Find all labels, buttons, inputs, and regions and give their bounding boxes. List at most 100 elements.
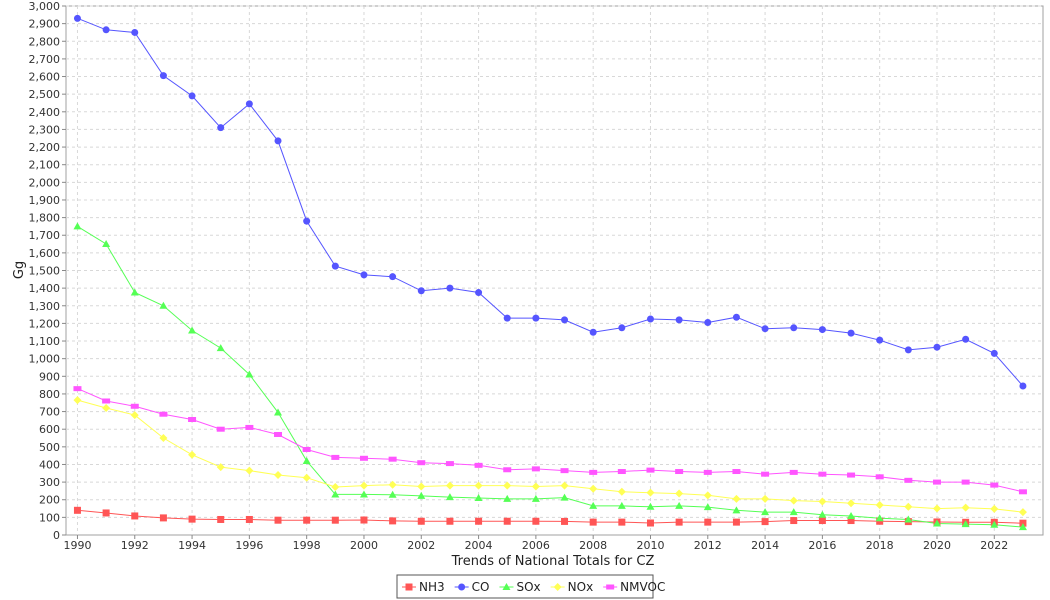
series-line-nmvoc xyxy=(77,388,1024,493)
data-point-sox xyxy=(73,222,82,230)
data-point-nox xyxy=(761,494,770,503)
legend-marker-nh3 xyxy=(405,583,413,591)
data-point-sox xyxy=(990,520,999,528)
data-point-nh3 xyxy=(217,515,225,523)
data-point-nh3 xyxy=(245,515,253,523)
data-point-co xyxy=(1019,382,1027,390)
y-tick-label: 1,800 xyxy=(29,212,61,225)
data-point-nh3 xyxy=(589,518,597,526)
data-point-nh3 xyxy=(618,518,626,526)
data-point-sox xyxy=(474,493,483,501)
data-point-co xyxy=(417,287,425,295)
data-point-sox xyxy=(445,493,454,501)
data-point-co xyxy=(188,92,196,100)
x-axis-title: Trends of National Totals for CZ xyxy=(451,554,655,569)
data-point-nmvoc xyxy=(302,446,311,452)
data-point-nmvoc xyxy=(560,468,569,474)
data-point-nmvoc xyxy=(474,462,483,468)
data-point-nmvoc xyxy=(932,479,941,485)
y-tick-label: 100 xyxy=(39,511,60,524)
legend-marker-nox xyxy=(553,583,562,591)
data-point-sox xyxy=(1018,523,1027,531)
data-point-nmvoc xyxy=(589,469,598,475)
data-point-co xyxy=(303,217,311,225)
data-point-co xyxy=(761,325,769,333)
y-tick-label: 2,900 xyxy=(29,18,61,31)
data-point-nh3 xyxy=(303,516,311,524)
x-tick-label: 1994 xyxy=(178,539,206,552)
data-point-sox xyxy=(130,288,139,296)
legend-label-nmvoc: NMVOC xyxy=(620,580,665,594)
data-point-nox xyxy=(904,502,913,511)
data-point-sox xyxy=(875,514,884,522)
data-point-nox xyxy=(102,404,111,413)
data-point-nox xyxy=(531,482,540,491)
data-point-sox xyxy=(589,501,598,509)
data-point-sox xyxy=(388,490,397,498)
data-point-co xyxy=(876,336,884,344)
x-tick-label: 1992 xyxy=(121,539,149,552)
data-point-nox xyxy=(732,494,741,503)
data-point-nh3 xyxy=(331,516,339,524)
y-tick-label: 2,200 xyxy=(29,141,61,154)
y-tick-label: 1,000 xyxy=(29,353,61,366)
data-point-co xyxy=(217,124,225,132)
data-point-nmvoc xyxy=(159,411,168,417)
y-tick-label: 2,500 xyxy=(29,88,61,101)
legend-label-nh3: NH3 xyxy=(419,580,445,594)
data-point-nmvoc xyxy=(359,455,368,461)
y-tick-label: 2,800 xyxy=(29,35,61,48)
x-tick-label: 2000 xyxy=(350,539,378,552)
data-point-sox xyxy=(216,344,225,352)
x-axis-ticks: 1990 1992 1994 1996 1998 2000 2002 2004 2006 2008… xyxy=(63,535,1008,552)
data-point-nh3 xyxy=(503,517,511,525)
y-tick-label: 900 xyxy=(39,370,60,383)
data-point-sox xyxy=(331,490,340,498)
data-point-nox xyxy=(359,481,368,490)
x-tick-label: 1998 xyxy=(293,539,321,552)
legend-label-sox: SOx xyxy=(516,580,540,594)
data-point-nox xyxy=(818,497,827,506)
legend: NH3 CO SOx NOx NMVOC xyxy=(396,574,665,599)
data-point-sox xyxy=(531,494,540,502)
data-point-nh3 xyxy=(389,517,397,525)
series-layer xyxy=(73,14,1027,531)
data-point-co xyxy=(331,262,339,270)
data-point-nox xyxy=(417,482,426,491)
data-point-nox xyxy=(875,501,884,510)
data-point-nh3 xyxy=(73,506,81,514)
data-point-nh3 xyxy=(704,518,712,526)
y-tick-label: 400 xyxy=(39,458,60,471)
legend-marker-nmvoc xyxy=(606,584,615,590)
data-point-nh3 xyxy=(131,512,139,520)
data-point-co xyxy=(990,349,998,357)
data-point-co xyxy=(532,314,540,322)
x-tick-label: 2006 xyxy=(522,539,550,552)
data-point-nh3 xyxy=(847,517,855,525)
y-tick-label: 700 xyxy=(39,406,60,419)
data-point-co xyxy=(962,335,970,343)
data-point-nh3 xyxy=(475,517,483,525)
data-point-nh3 xyxy=(102,509,110,517)
data-point-co xyxy=(675,316,683,324)
data-point-nh3 xyxy=(532,517,540,525)
data-point-co xyxy=(818,326,826,334)
data-point-sox xyxy=(302,456,311,464)
data-point-nh3 xyxy=(274,516,282,524)
data-point-sox xyxy=(932,519,941,527)
legend-label-co: CO xyxy=(472,580,490,594)
data-point-nh3 xyxy=(188,515,196,523)
data-point-nh3 xyxy=(818,517,826,525)
y-tick-label: 800 xyxy=(39,388,60,401)
data-point-nh3 xyxy=(732,518,740,526)
data-point-nmvoc xyxy=(990,482,999,488)
data-point-nox xyxy=(445,481,454,490)
data-point-sox xyxy=(761,508,770,516)
data-point-co xyxy=(102,26,110,34)
data-point-nox xyxy=(274,471,283,480)
legend-marker-co xyxy=(458,583,466,591)
x-tick-label: 2020 xyxy=(923,539,951,552)
data-point-sox xyxy=(102,240,111,248)
data-point-nmvoc xyxy=(732,469,741,475)
